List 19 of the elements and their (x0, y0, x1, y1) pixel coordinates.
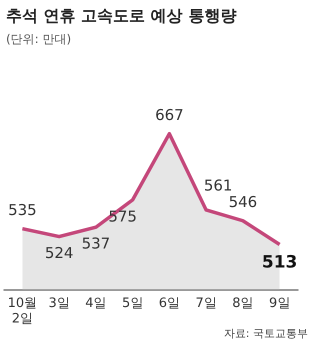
x-tick-label: 3일 (48, 296, 70, 311)
data-label: 561 (204, 176, 232, 194)
x-tick-label: 5일 (122, 296, 144, 311)
data-label: 575 (108, 207, 137, 226)
data-label: 524 (44, 244, 74, 262)
chart-title: 추석 연휴 고속도로 예상 통행량 (6, 6, 238, 27)
x-tick-label: 9일 (268, 296, 290, 311)
x-tick-label: 7일 (195, 296, 217, 311)
x-tick-label: 4일 (85, 296, 107, 311)
x-tick-label: 10월 2일 (8, 296, 38, 327)
x-tick-label: 6일 (158, 296, 180, 311)
x-tick-label: 8일 (232, 296, 254, 311)
data-label: 537 (82, 234, 110, 253)
annotation: 자료: 국토교통부 (224, 326, 308, 341)
data-label: 546 (228, 193, 258, 212)
data-label: 535 (8, 201, 37, 220)
chart-subtitle: (단위: 만대) (6, 31, 72, 48)
data-label: 513 (262, 252, 298, 272)
data-label: 667 (155, 106, 184, 124)
